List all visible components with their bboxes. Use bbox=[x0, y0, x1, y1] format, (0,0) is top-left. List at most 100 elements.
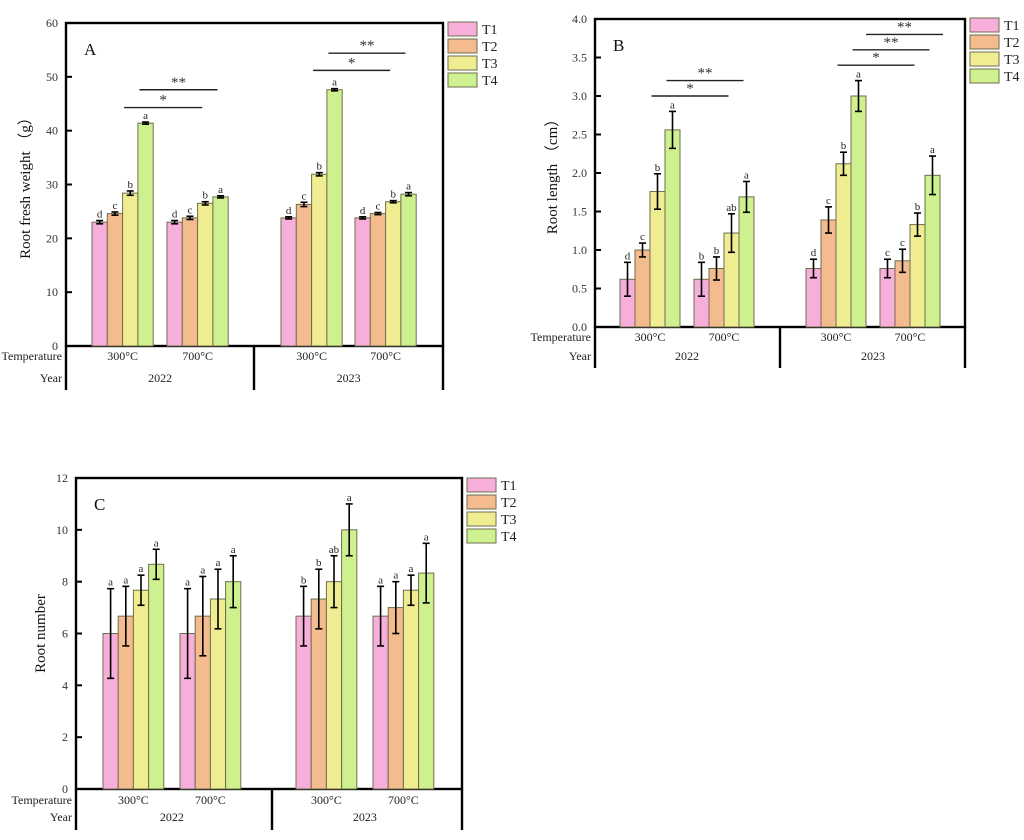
legend-label-t4: T4 bbox=[482, 74, 498, 89]
significance-stars: * bbox=[348, 55, 356, 71]
bar-t2 bbox=[106, 213, 124, 347]
bar-t2 bbox=[181, 217, 199, 347]
y-tick-label: 0.5 bbox=[572, 282, 587, 296]
significance-letter: a bbox=[200, 564, 205, 576]
significance-letter: a bbox=[218, 184, 223, 196]
bar-t3 bbox=[325, 581, 343, 790]
panel-label: C bbox=[94, 495, 105, 514]
significance-letter: b bbox=[317, 161, 323, 173]
significance-letter: d bbox=[625, 250, 631, 262]
significance-letter: c bbox=[826, 195, 831, 207]
temperature-label: 700°C bbox=[709, 330, 740, 344]
legend-label-t2: T2 bbox=[482, 40, 498, 55]
bar-t2 bbox=[295, 203, 313, 347]
y-tick-label: 2.0 bbox=[572, 166, 587, 180]
temperature-label: 700°C bbox=[182, 349, 213, 363]
significance-stars: * bbox=[159, 93, 167, 109]
significance-letter: a bbox=[154, 537, 159, 549]
significance-letter: c bbox=[640, 231, 645, 243]
significance-letter: b bbox=[203, 190, 209, 202]
bar-t1 bbox=[280, 217, 297, 347]
bar-t4 bbox=[341, 529, 358, 790]
row-label-temperature: Temperature bbox=[12, 793, 72, 807]
bar-t3 bbox=[402, 589, 420, 790]
y-tick-label: 0 bbox=[52, 339, 58, 353]
significance-letter: a bbox=[930, 144, 935, 156]
bar-t3 bbox=[835, 163, 852, 328]
legend-label-t1: T1 bbox=[482, 23, 498, 38]
y-tick-label: 0.0 bbox=[572, 320, 587, 334]
temperature-label: 700°C bbox=[388, 793, 419, 807]
legend-label-t2: T2 bbox=[501, 496, 517, 511]
y-tick-label: 10 bbox=[46, 285, 58, 299]
significance-letter: c bbox=[113, 200, 118, 212]
significance-stars: ** bbox=[698, 66, 713, 82]
significance-letter: c bbox=[302, 190, 307, 202]
bar-t2 bbox=[387, 607, 404, 790]
y-tick-label: 8 bbox=[62, 575, 68, 589]
legend-swatch-t4 bbox=[969, 68, 1000, 84]
significance-letter: c bbox=[376, 200, 381, 212]
legend-label-t1: T1 bbox=[1004, 19, 1020, 34]
y-tick-label: 3.5 bbox=[572, 51, 587, 65]
bar-t4 bbox=[418, 572, 435, 790]
y-tick-label: 1.5 bbox=[572, 205, 587, 219]
chart-b: 0.0 0.5 1.0 1.5 2.0 2.5 3.0 3.5 4.0 Root length （… bbox=[531, 12, 1020, 368]
significance-letter: a bbox=[670, 99, 675, 111]
bar-t4 bbox=[850, 95, 867, 328]
y-tick-label: 4 bbox=[62, 678, 68, 692]
year-label: 2023 bbox=[861, 349, 885, 363]
y-tick-label: 3.0 bbox=[572, 89, 587, 103]
bar-t3 bbox=[649, 190, 666, 328]
y-tick-label: 50 bbox=[46, 70, 58, 84]
legend-label-t3: T3 bbox=[501, 513, 517, 528]
bar-t4 bbox=[225, 581, 242, 790]
significance-letter: b bbox=[699, 250, 705, 262]
y-tick-label: 20 bbox=[46, 231, 58, 245]
significance-letter: a bbox=[406, 181, 411, 193]
legend-swatch-t3 bbox=[447, 55, 478, 71]
significance-letter: a bbox=[123, 574, 128, 586]
significance-letter: d bbox=[360, 205, 366, 217]
row-label-year: Year bbox=[569, 349, 591, 363]
bar-t3 bbox=[385, 201, 402, 347]
significance-letter: a bbox=[424, 531, 429, 543]
bar-t4 bbox=[738, 196, 755, 328]
y-tick-label: 12 bbox=[56, 471, 68, 485]
significance-letter: d bbox=[286, 205, 292, 217]
row-label-year: Year bbox=[50, 810, 72, 824]
temperature-label: 300°C bbox=[821, 330, 852, 344]
significance-letter: d bbox=[172, 209, 178, 221]
significance-stars: ** bbox=[171, 75, 186, 91]
significance-letter: a bbox=[347, 492, 352, 504]
bar-t3 bbox=[311, 173, 328, 347]
bar-t4 bbox=[664, 129, 681, 328]
y-tick-label: 30 bbox=[46, 178, 58, 192]
significance-letter: a bbox=[143, 110, 148, 122]
legend-label-t3: T3 bbox=[482, 57, 498, 72]
significance-letter: ab bbox=[726, 202, 737, 214]
legend-swatch-t1 bbox=[466, 477, 497, 493]
bar-t1 bbox=[354, 217, 371, 347]
significance-letter: a bbox=[185, 577, 190, 589]
bar-t3 bbox=[122, 192, 139, 347]
significance-letter: b bbox=[301, 574, 307, 586]
year-label: 2023 bbox=[337, 371, 361, 385]
y-tick-label: 2.5 bbox=[572, 128, 587, 142]
legend-label-t1: T1 bbox=[501, 479, 517, 494]
significance-letter: c bbox=[900, 237, 905, 249]
legend-swatch-t4 bbox=[466, 528, 497, 544]
legend-label-t3: T3 bbox=[1004, 53, 1020, 68]
significance-letter: b bbox=[714, 245, 720, 257]
legend-swatch-t2 bbox=[447, 38, 478, 54]
significance-stars: ** bbox=[897, 19, 912, 35]
temperature-label: 700°C bbox=[195, 793, 226, 807]
temperature-label: 300°C bbox=[118, 793, 149, 807]
y-tick-label: 10 bbox=[56, 523, 68, 537]
bar-t4 bbox=[400, 193, 417, 347]
temperature-label: 300°C bbox=[296, 349, 327, 363]
year-label: 2022 bbox=[160, 810, 184, 824]
bar-t3 bbox=[909, 224, 926, 328]
y-tick-label: 0 bbox=[62, 782, 68, 796]
